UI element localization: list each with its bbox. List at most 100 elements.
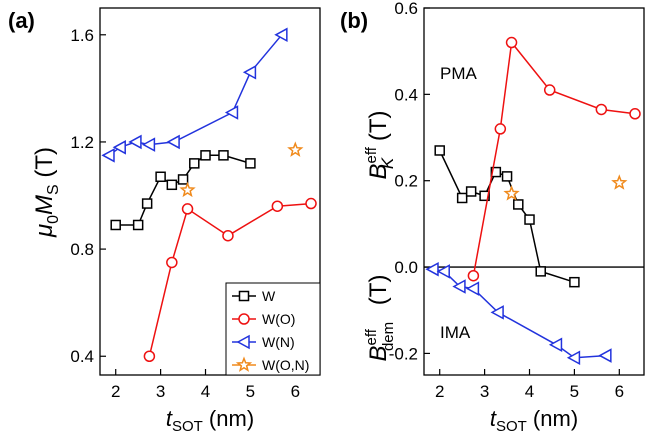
panel-a-series-wn-point [166, 134, 180, 150]
panel-b-series-w-line [439, 150, 575, 283]
panel-b-label: (b) [340, 8, 368, 33]
panel-a-series-wo-point [305, 197, 317, 210]
panel-a-series-wn-point [274, 27, 288, 43]
panel-b-ylabel-bottom: Beffdem (T) [363, 275, 397, 362]
panel-b-y-tick-label: 0.6 [394, 0, 418, 18]
legend-marker-wo [238, 313, 250, 325]
panel-b-xlabel: tSOT (nm) [490, 406, 578, 435]
panel-b-y-tick-label: 0.2 [394, 172, 418, 191]
panel-b-series-w-point [434, 145, 445, 156]
panel-a-series-w-point [218, 150, 229, 161]
panel-b-series-wo-point [494, 123, 507, 135]
panel-a-series-wo-point [143, 350, 156, 362]
panel-b-series-w-point [535, 266, 546, 277]
panel-a-series-w-point [166, 179, 178, 191]
panel-b-series-wo-point [505, 36, 518, 49]
panel-a-y-tick-label: 1.2 [70, 133, 94, 152]
panel-b-series-won-point [611, 174, 628, 190]
panel-b-y-tick-label: 0.4 [394, 85, 418, 104]
panel-b: (b) 2 3 4 5 6 -0.2 0.0 0.2 0.4 0.6 PMA IMA BeffK … [340, 0, 645, 435]
panel-a-series-wn-line [108, 34, 283, 156]
panel-b-series-w-point [465, 186, 477, 197]
legend-items: W W(O) W(N) W(O,N) [232, 288, 309, 373]
panel-a-x-tick-label: 4 [201, 382, 210, 401]
panel-b-series-wn-point [436, 264, 450, 279]
panel-a-series-wo-point [271, 200, 284, 212]
panel-a-series-wn-point [242, 65, 257, 80]
panel-b-series-w-point [569, 276, 580, 288]
panel-a-y-tick-label: 0.4 [70, 347, 94, 366]
panel-b-series-w-point [490, 166, 502, 178]
panel-b-series-w-point [479, 190, 490, 202]
panel-b-series-wn-point [425, 261, 439, 277]
panel-a-series-w-point [177, 174, 189, 185]
panel-b-x-tick-label: 5 [570, 382, 579, 401]
legend-label-wo: W(O) [262, 311, 295, 327]
panel-b-series-won-point [503, 185, 520, 201]
legend-marker-w [238, 290, 250, 302]
panel-b-series-wn-point [548, 337, 563, 353]
panel-a-label: (a) [8, 8, 35, 33]
legend: W W(O) W(N) W(O,N) [225, 282, 321, 376]
panel-b-series-wn-line [432, 268, 606, 359]
legend-label-w: W [262, 288, 276, 304]
panel-a-series-w-point [132, 219, 144, 231]
panel-a-series-w-point [245, 158, 256, 169]
annotation-ima: IMA [440, 323, 471, 342]
panel-a-series-w-line [115, 154, 251, 226]
panel-a-series-w-point [189, 158, 200, 169]
annotation-pma: PMA [440, 64, 478, 83]
panel-b-x-tick-label: 6 [615, 382, 624, 401]
panel-a-xlabel: tSOT (nm) [166, 406, 254, 435]
panel-a-series-wo-point [181, 203, 194, 215]
panel-b-series-wo-point [543, 84, 556, 96]
panel-a-series-w-point [110, 219, 121, 231]
panel-a-series-wn-point [101, 148, 115, 163]
panel-a-series-wn-point [141, 137, 156, 152]
legend-marker-wn [236, 334, 250, 350]
panel-a-x-tick-label: 6 [291, 382, 300, 401]
panel-b-series-w-point [456, 192, 468, 204]
panel-b-x-tick-label: 2 [435, 382, 444, 401]
panel-a-x-tick-label: 2 [111, 382, 120, 401]
panel-b-series-wo-point [467, 269, 480, 282]
panel-b-series-wo-point [629, 108, 641, 120]
panel-b-series-wn-point [452, 279, 466, 294]
panel-b-series-wo-point [595, 103, 608, 116]
panel-a-series-won-point [287, 141, 304, 157]
panel-b-series-w-point [513, 199, 524, 210]
panel-a-series-w-point [200, 150, 211, 161]
panel-a-series-wn-point [112, 140, 126, 155]
panel-a-y-tick-label: 0.8 [70, 240, 94, 259]
panel-a-x-tick-label: 5 [246, 382, 255, 401]
legend-label-wn: W(N) [262, 334, 295, 350]
panel-b-series-wo-line [472, 40, 636, 276]
panel-a-x-tick-label: 3 [156, 382, 165, 401]
panel-a-ticks: 2 3 4 5 6 0.4 0.8 1.2 1.6 [70, 26, 300, 401]
panel-b-series-wn-point [566, 350, 581, 365]
panel-a-ylabel: μ0MS (T) [31, 147, 62, 238]
legend-marker-won [235, 356, 253, 372]
legend-label-won: W(O,N) [262, 357, 309, 373]
panel-a-series-wo-point [222, 229, 234, 242]
panel-a: (a) 2 3 4 5 6 0.4 0.8 1.2 1.6 μ0MS (T) tSOT (nm)… [8, 7, 321, 435]
panel-b-series-wn-point [465, 281, 480, 296]
panel-a-series-wo-point [166, 256, 178, 269]
panel-b-ylabel-top: BeffK (T) [363, 110, 397, 179]
panel-b-ticks: 2 3 4 5 6 -0.2 0.0 0.2 0.4 0.6 [389, 0, 624, 401]
panel-a-series-w-point [141, 198, 153, 209]
panel-a-frame [99, 7, 321, 376]
panel-b-series-w-point [524, 214, 535, 225]
panel-b-series-w-point [501, 171, 513, 182]
panel-a-series [101, 27, 317, 362]
panel-a-y-tick-label: 1.6 [70, 26, 94, 45]
panel-a-series-w-point [155, 171, 166, 183]
panel-a-series-wn-point [128, 134, 142, 150]
panel-b-frame [423, 7, 645, 376]
panel-a-series-wn-point [224, 105, 239, 120]
panel-b-series-wn-point [598, 348, 612, 363]
panel-b-series [425, 36, 641, 365]
panel-a-series-won-point [179, 181, 196, 198]
panel-b-y-tick-label: 0.0 [394, 258, 418, 277]
